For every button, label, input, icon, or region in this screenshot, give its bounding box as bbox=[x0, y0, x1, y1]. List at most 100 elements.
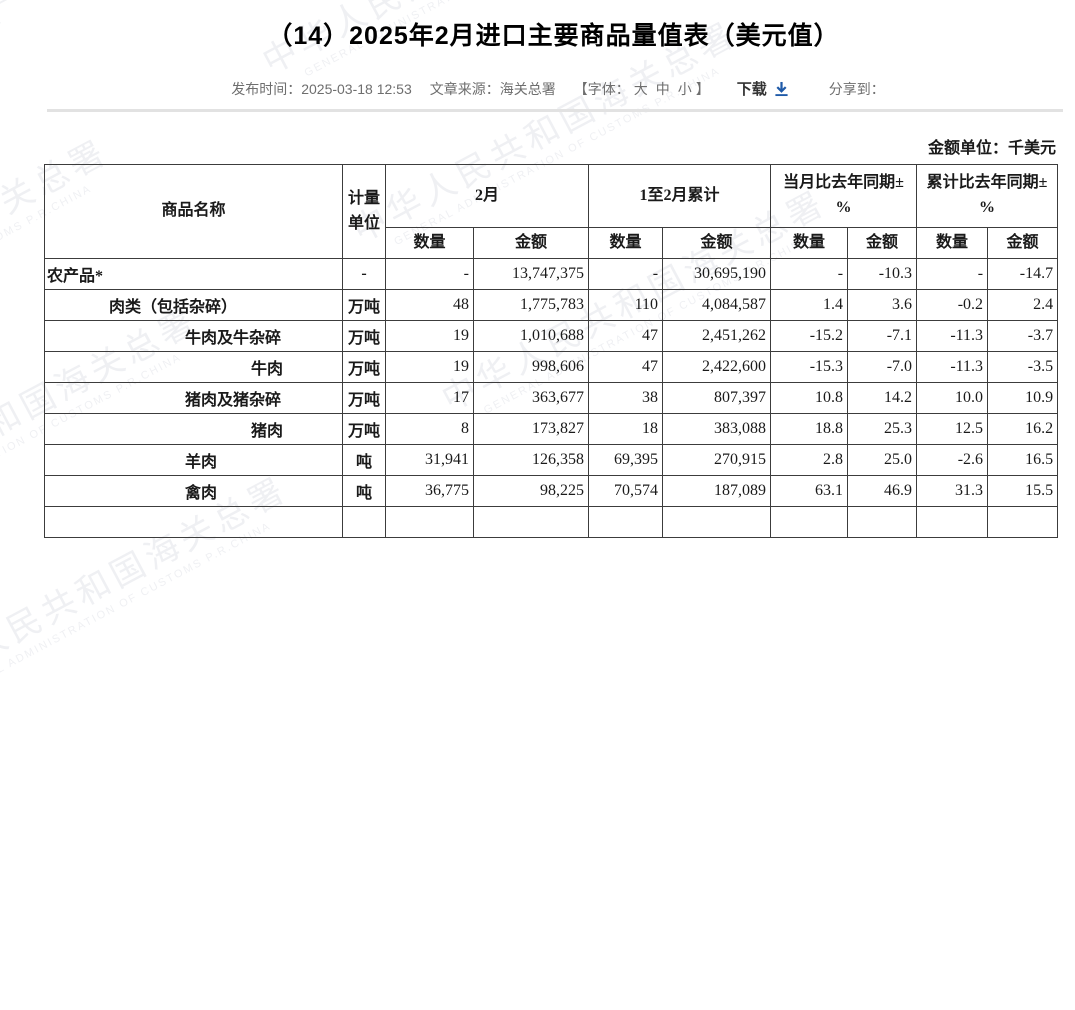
table-row: 禽肉 吨 36,775 98,225 70,574 187,089 63.1 4… bbox=[44, 475, 1059, 507]
cell-cum-amt: 4,084,587 bbox=[662, 289, 772, 321]
cell-name: 猪肉及猪杂碎 bbox=[44, 382, 343, 414]
cell-cum-amt: 30,695,190 bbox=[662, 258, 772, 290]
page-title: （14）2025年2月进口主要商品量值表（美元值） bbox=[267, 22, 840, 50]
cell-cum-qty: 70,574 bbox=[588, 475, 664, 507]
download-button[interactable]: 下载 bbox=[737, 78, 789, 99]
font-size-small-button[interactable]: 小 bbox=[677, 80, 692, 97]
cell-mom-qty-pct: 1.4 bbox=[770, 289, 849, 321]
download-label[interactable]: 下载 bbox=[736, 81, 767, 98]
cell-cum-amt: 187,089 bbox=[662, 475, 772, 507]
publish-time-label: 发布时间： bbox=[231, 80, 302, 97]
font-size-large-button[interactable]: 大 bbox=[633, 80, 648, 97]
header-month-yoy-pct: 当月比去年同期±% bbox=[770, 164, 918, 228]
cell-unit: 万吨 bbox=[342, 413, 386, 445]
cell-cum-amt: 383,088 bbox=[662, 413, 772, 445]
cell-cum-qty: 18 bbox=[588, 413, 664, 445]
cell-unit: 万吨 bbox=[342, 289, 386, 321]
cell-mom-qty-pct: -15.3 bbox=[770, 351, 849, 383]
header-cumulative-yoy-pct: 累计比去年同期±% bbox=[916, 164, 1059, 228]
cell-mom-amt-pct: -10.3 bbox=[847, 258, 918, 290]
cell-cumyoy-qty-pct: -0.2 bbox=[916, 289, 989, 321]
cell-mom-qty-pct: 2.8 bbox=[770, 444, 849, 476]
subheader-cumyoy-amount: 金额 bbox=[987, 227, 1059, 259]
subheader-feb-amount: 金额 bbox=[472, 227, 590, 259]
article-source-value: 海关总署 bbox=[499, 80, 556, 97]
cell-feb-amt: 98,225 bbox=[472, 475, 590, 507]
cell-mom-amt-pct: 25.0 bbox=[847, 444, 918, 476]
cell-cumyoy-qty-pct: -2.6 bbox=[916, 444, 989, 476]
cell-cum-qty: 69,395 bbox=[588, 444, 664, 476]
cell-mom-qty-pct: 18.8 bbox=[770, 413, 849, 445]
cell-mom-amt-pct: 3.6 bbox=[847, 289, 918, 321]
cell-mom-amt-pct: -7.0 bbox=[847, 351, 918, 383]
cell-name: 禽肉 bbox=[44, 475, 343, 507]
cell-cumyoy-qty-pct: -11.3 bbox=[916, 320, 989, 352]
header-commodity-name: 商品名称 bbox=[44, 164, 343, 259]
cell-cumyoy-qty-pct: 31.3 bbox=[916, 475, 989, 507]
subheader-mom-amount: 金额 bbox=[847, 227, 918, 259]
header-measure-unit: 计量单位 bbox=[342, 164, 386, 259]
table-row: 农产品* - - 13,747,375 - 30,695,190 - -10.3… bbox=[44, 258, 1059, 290]
cell-mom-qty-pct: 10.8 bbox=[770, 382, 849, 414]
subheader-feb-quantity: 数量 bbox=[385, 227, 474, 259]
table-row: 肉类（包括杂碎） 万吨 48 1,775,783 110 4,084,587 1… bbox=[44, 289, 1059, 321]
cell-cum-qty: 110 bbox=[588, 289, 664, 321]
table-row: 猪肉及猪杂碎 万吨 17 363,677 38 807,397 10.8 14.… bbox=[44, 382, 1059, 414]
cell-mom-qty-pct: 63.1 bbox=[770, 475, 849, 507]
cell-feb-amt: 13,747,375 bbox=[472, 258, 590, 290]
cell-cumyoy-qty-pct: 12.5 bbox=[916, 413, 989, 445]
cell-cumyoy-amt-pct: 16.2 bbox=[987, 413, 1059, 445]
download-icon[interactable] bbox=[774, 81, 789, 97]
subheader-cumyoy-quantity: 数量 bbox=[916, 227, 989, 259]
cell-cum-amt: 2,422,600 bbox=[662, 351, 772, 383]
cell-unit: - bbox=[342, 258, 386, 290]
subheader-mom-quantity: 数量 bbox=[770, 227, 849, 259]
cell-cumyoy-amt-pct: 10.9 bbox=[987, 382, 1059, 414]
cell-cumyoy-qty-pct: -11.3 bbox=[916, 351, 989, 383]
header-february: 2月 bbox=[384, 164, 590, 228]
cell-cumyoy-qty-pct: - bbox=[916, 258, 989, 290]
publish-time: 发布时间：2025-03-18 12:53 bbox=[231, 79, 412, 99]
cell-feb-qty: 17 bbox=[385, 382, 474, 414]
cell-cum-amt: 270,915 bbox=[662, 444, 772, 476]
cell-feb-amt: 1,775,783 bbox=[472, 289, 590, 321]
cell-unit: 万吨 bbox=[342, 382, 386, 414]
font-size-control: 【字体：大中小】 bbox=[574, 79, 710, 99]
font-control-prefix: 【字体： bbox=[573, 80, 630, 97]
cell-feb-qty: 36,775 bbox=[385, 475, 474, 507]
cell-cumyoy-qty-pct: 10.0 bbox=[916, 382, 989, 414]
cell-cumyoy-amt-pct: -14.7 bbox=[987, 258, 1059, 290]
cell-cum-qty: - bbox=[588, 258, 664, 290]
cell-feb-qty: - bbox=[385, 258, 474, 290]
cell-name: 牛肉及牛杂碎 bbox=[44, 320, 343, 352]
cell-cumyoy-amt-pct: -3.7 bbox=[987, 320, 1059, 352]
cell-unit: 万吨 bbox=[342, 320, 386, 352]
amount-unit-note: 金额单位：千美元 bbox=[927, 140, 1056, 157]
share-to-label: 分享到： bbox=[828, 80, 885, 97]
cell-name: 肉类（包括杂碎） bbox=[44, 289, 343, 321]
cell-cum-qty: 38 bbox=[588, 382, 664, 414]
separator-line bbox=[47, 109, 1063, 112]
cell-mom-qty-pct: -15.2 bbox=[770, 320, 849, 352]
cell-cum-amt: 2,451,262 bbox=[662, 320, 772, 352]
cell-unit: 吨 bbox=[342, 444, 386, 476]
cell-feb-amt: 126,358 bbox=[472, 444, 590, 476]
cell-feb-qty: 48 bbox=[385, 289, 474, 321]
header-jan-feb-cumulative: 1至2月累计 bbox=[588, 164, 772, 228]
publish-time-value: 2025-03-18 12:53 bbox=[301, 80, 412, 97]
cell-feb-qty: 31,941 bbox=[385, 444, 474, 476]
table-row: 牛肉 万吨 19 998,606 47 2,422,600 -15.3 -7.0… bbox=[44, 351, 1059, 383]
cell-mom-amt-pct: 25.3 bbox=[847, 413, 918, 445]
font-size-medium-button[interactable]: 中 bbox=[655, 80, 670, 97]
cell-cumyoy-amt-pct: 16.5 bbox=[987, 444, 1059, 476]
cell-feb-qty: 19 bbox=[385, 320, 474, 352]
table-row: 牛肉及牛杂碎 万吨 19 1,010,688 47 2,451,262 -15.… bbox=[44, 320, 1059, 352]
cell-feb-qty: 8 bbox=[385, 413, 474, 445]
cell-feb-amt: 173,827 bbox=[472, 413, 590, 445]
cell-cum-qty: 47 bbox=[588, 320, 664, 352]
table-row: 猪肉 万吨 8 173,827 18 383,088 18.8 25.3 12.… bbox=[44, 413, 1059, 445]
font-control-suffix: 】 bbox=[695, 80, 710, 97]
cell-cumyoy-amt-pct: 15.5 bbox=[987, 475, 1059, 507]
cell-name: 猪肉 bbox=[44, 413, 343, 445]
cell-feb-qty: 19 bbox=[385, 351, 474, 383]
